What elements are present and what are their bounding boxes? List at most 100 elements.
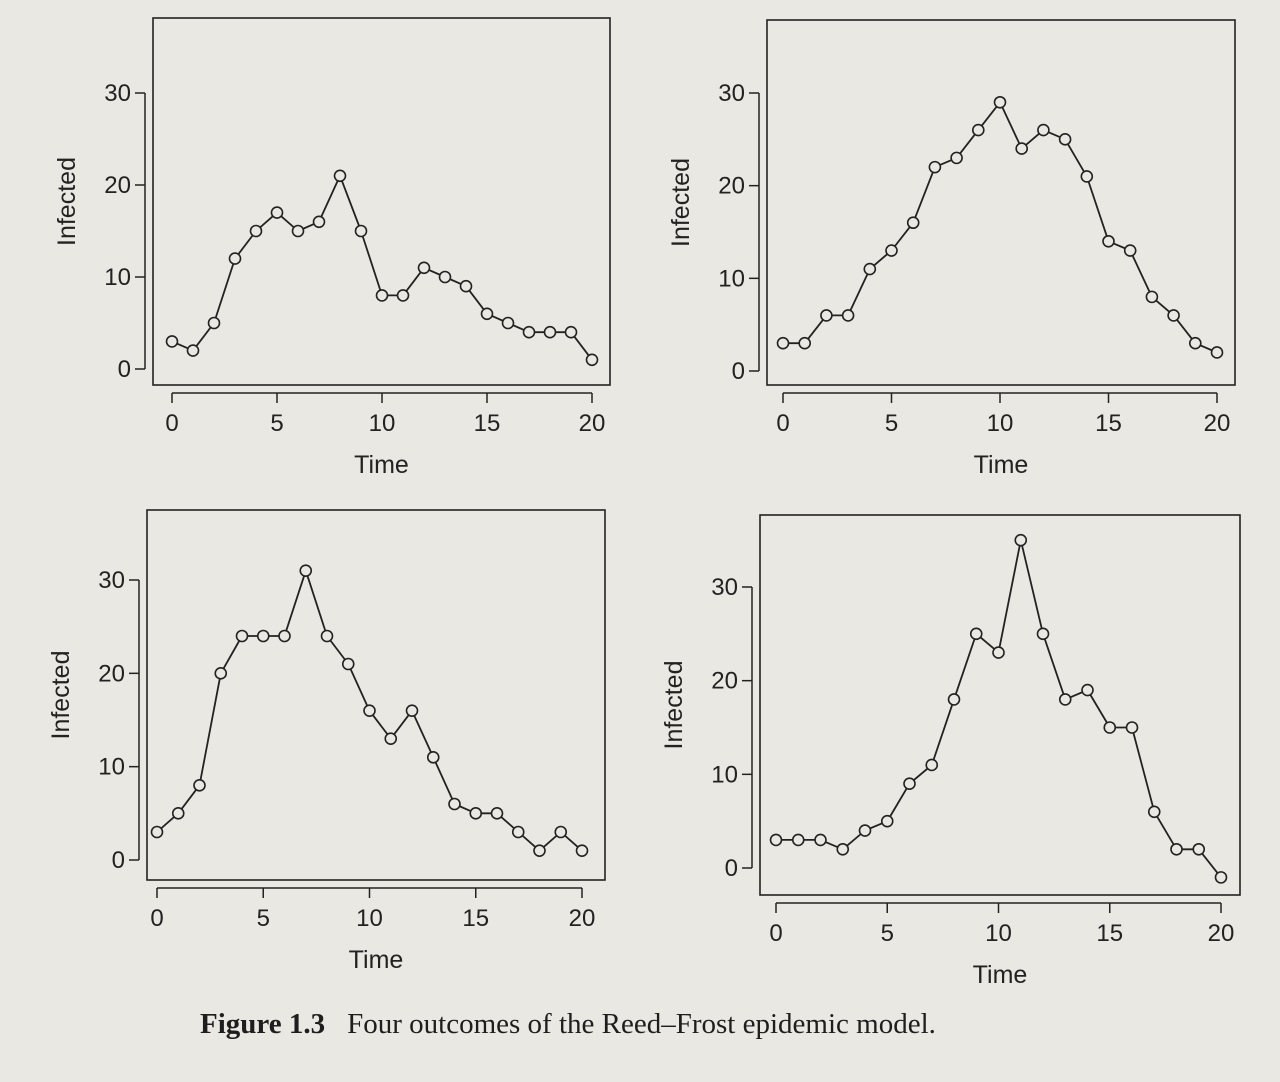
data-point — [554, 825, 568, 839]
data-point — [543, 325, 557, 339]
y-tick-label: 10 — [718, 265, 745, 292]
data-point — [375, 289, 389, 302]
x-tick-label: 0 — [150, 905, 163, 932]
x-tick-label: 20 — [579, 410, 606, 437]
y-axis-label: Infected — [47, 651, 75, 740]
data-point — [1058, 693, 1072, 706]
data-point — [291, 224, 305, 238]
plot-frame — [759, 514, 1241, 896]
x-tick-label: 15 — [474, 410, 501, 437]
y-axis-label: Infected — [53, 157, 81, 246]
data-point — [396, 289, 410, 302]
data-point — [533, 844, 546, 857]
data-point — [1102, 234, 1115, 248]
x-tick-label: 5 — [270, 410, 283, 437]
data-point — [993, 95, 1007, 109]
x-axis-label: Time — [974, 451, 1029, 479]
x-tick-label: 5 — [257, 905, 270, 932]
data-point — [585, 353, 599, 367]
data-point — [1167, 309, 1180, 322]
data-point — [1125, 721, 1139, 734]
data-point — [906, 216, 920, 230]
y-tick-label: 10 — [98, 754, 125, 781]
x-axis-label: Time — [349, 946, 404, 974]
chart-panel-1: 0 10 20 30 0 5 10 15 20 Time Infected — [53, 17, 611, 479]
x-tick-label: 5 — [881, 920, 894, 947]
y-tick-label: 30 — [98, 567, 125, 594]
data-point — [928, 160, 942, 174]
data-point — [270, 206, 284, 219]
data-point — [885, 244, 898, 257]
figure-caption-text: Four outcomes of the Reed–Frost epidemic… — [347, 1008, 936, 1040]
y-tick-label: 0 — [732, 358, 745, 385]
data-point — [925, 758, 939, 772]
figure-caption: Figure 1.3 Four outcomes of the Reed–Fros… — [200, 1008, 936, 1041]
y-tick-label: 10 — [104, 264, 131, 291]
data-point — [438, 270, 452, 284]
x-tick-label: 20 — [1208, 920, 1235, 947]
y-axis-label: Infected — [667, 158, 695, 247]
series-line — [776, 539, 1222, 878]
data-point — [1123, 244, 1137, 257]
data-point — [947, 693, 961, 706]
data-point — [417, 261, 431, 275]
data-point — [903, 777, 916, 791]
data-point — [1036, 627, 1050, 641]
data-point — [384, 732, 398, 745]
data-point — [575, 844, 589, 857]
data-point — [459, 279, 473, 293]
data-point — [1014, 533, 1028, 547]
y-tick-label: 0 — [112, 847, 125, 874]
y-tick-label: 20 — [711, 668, 738, 695]
x-tick-label: 10 — [369, 410, 396, 437]
data-point — [511, 825, 525, 839]
data-point — [333, 169, 347, 183]
x-tick-label: 10 — [985, 920, 1012, 947]
data-point — [235, 629, 249, 643]
plot-frame — [766, 19, 1236, 386]
data-point — [1189, 336, 1202, 350]
data-point — [841, 309, 855, 322]
data-point — [798, 336, 812, 350]
data-point — [950, 151, 963, 165]
data-point — [1170, 842, 1183, 856]
plot-frame — [146, 509, 606, 881]
x-axis-label: Time — [354, 451, 409, 479]
data-point — [405, 704, 419, 717]
x-tick-label: 15 — [1095, 410, 1122, 437]
data-point — [522, 325, 536, 339]
plot-frame — [152, 17, 611, 386]
y-tick-label: 30 — [711, 574, 738, 601]
data-point — [320, 629, 334, 643]
y-tick-label: 20 — [104, 172, 131, 199]
x-tick-label: 15 — [462, 905, 489, 932]
y-tick-label: 30 — [718, 80, 745, 107]
data-point — [363, 704, 376, 717]
chart-panel-3: 0 10 20 30 0 5 10 15 20 Time Infected — [47, 509, 606, 974]
data-point — [1015, 142, 1029, 155]
data-point — [1103, 721, 1117, 734]
data-point — [171, 807, 185, 820]
data-point — [1214, 871, 1228, 884]
data-point — [341, 657, 355, 671]
chart-panel-4: 0 10 20 30 0 5 10 15 20 Time Infected — [660, 514, 1241, 989]
data-point — [354, 224, 368, 238]
data-point — [1192, 842, 1206, 856]
data-point — [1037, 123, 1050, 137]
data-point — [820, 309, 833, 322]
data-point — [564, 325, 578, 339]
x-tick-label: 10 — [987, 410, 1014, 437]
y-tick-label: 10 — [711, 761, 738, 788]
data-point — [469, 807, 483, 820]
chart-panel-2: 0 10 20 30 0 5 10 15 20 Time Infected — [667, 19, 1236, 479]
data-point — [480, 307, 494, 321]
data-point — [426, 751, 440, 764]
data-point — [969, 627, 983, 641]
data-point — [992, 646, 1005, 659]
data-point — [769, 833, 783, 847]
data-point — [165, 335, 179, 348]
data-point — [490, 807, 504, 820]
data-point — [1210, 346, 1224, 359]
